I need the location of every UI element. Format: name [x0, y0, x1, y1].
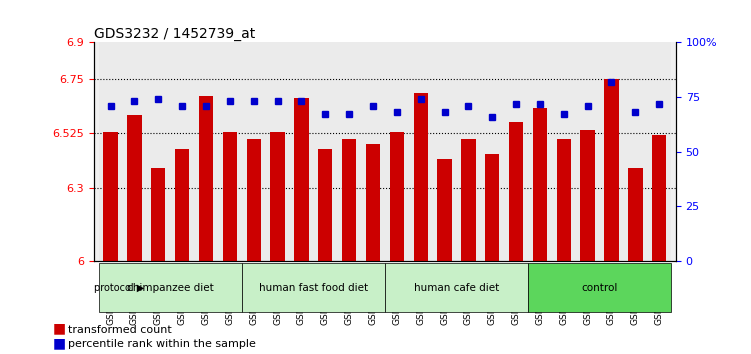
Text: human cafe diet: human cafe diet — [414, 283, 499, 293]
Bar — [313, 42, 337, 261]
Bar — [652, 135, 666, 261]
Bar — [385, 42, 409, 261]
Bar — [556, 139, 571, 261]
Bar — [581, 130, 595, 261]
Bar — [481, 42, 504, 261]
Text: human fast food diet: human fast food diet — [259, 283, 368, 293]
Bar — [98, 42, 122, 261]
Bar — [318, 149, 333, 261]
Text: protocol ▶: protocol ▶ — [94, 283, 144, 293]
Bar — [270, 132, 285, 261]
Bar — [504, 42, 528, 261]
Bar — [509, 122, 523, 261]
Bar — [223, 132, 237, 261]
Bar — [151, 169, 165, 261]
Bar — [576, 42, 599, 261]
Bar — [127, 115, 142, 261]
Bar — [337, 42, 361, 261]
Bar — [552, 42, 576, 261]
FancyBboxPatch shape — [528, 263, 671, 312]
Bar — [242, 42, 266, 261]
Bar — [605, 79, 619, 261]
Bar — [342, 139, 356, 261]
Bar — [146, 42, 170, 261]
Bar — [599, 42, 623, 261]
Bar — [246, 139, 261, 261]
Bar — [409, 42, 433, 261]
Bar — [647, 42, 671, 261]
Bar — [170, 42, 194, 261]
Bar — [199, 96, 213, 261]
Bar — [122, 42, 146, 261]
Bar — [433, 42, 457, 261]
Bar — [104, 132, 118, 261]
Bar — [414, 93, 428, 261]
Bar — [457, 42, 481, 261]
Bar — [294, 98, 309, 261]
Text: percentile rank within the sample: percentile rank within the sample — [68, 339, 255, 349]
Text: ■: ■ — [53, 336, 65, 350]
Bar — [628, 169, 643, 261]
Bar — [623, 42, 647, 261]
Bar — [461, 139, 475, 261]
Text: chimpanzee diet: chimpanzee diet — [127, 283, 213, 293]
Text: ■: ■ — [53, 322, 65, 336]
Bar — [366, 144, 380, 261]
Bar — [266, 42, 289, 261]
Bar — [175, 149, 189, 261]
FancyBboxPatch shape — [98, 263, 242, 312]
FancyBboxPatch shape — [385, 263, 528, 312]
Bar — [485, 154, 499, 261]
FancyBboxPatch shape — [242, 263, 385, 312]
Bar — [528, 42, 552, 261]
Bar — [437, 159, 451, 261]
Bar — [194, 42, 218, 261]
Text: transformed count: transformed count — [68, 325, 171, 335]
Bar — [218, 42, 242, 261]
Bar — [532, 108, 547, 261]
Bar — [390, 132, 404, 261]
Bar — [361, 42, 385, 261]
Bar — [289, 42, 313, 261]
Text: GDS3232 / 1452739_at: GDS3232 / 1452739_at — [94, 28, 255, 41]
Text: control: control — [581, 283, 618, 293]
